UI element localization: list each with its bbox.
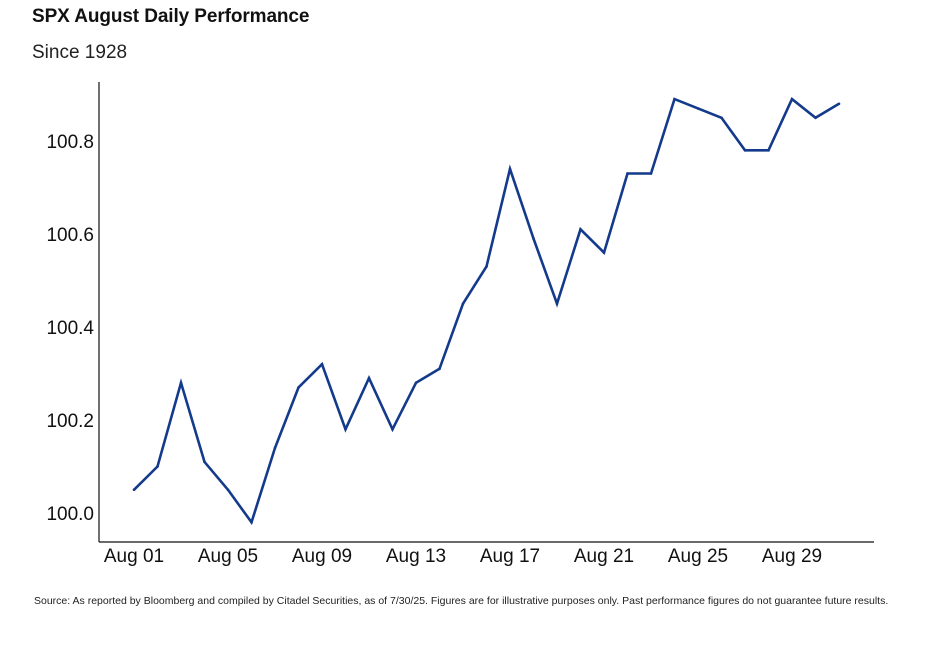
data-point [579, 228, 582, 231]
data-point [461, 302, 465, 306]
x-axis-ticks: Aug 01 Aug 05 Aug 09 Aug 13 Aug 17 Aug 21 Aug … [104, 546, 822, 567]
data-point [673, 97, 676, 101]
data-point [532, 237, 535, 240]
data-point [414, 381, 418, 385]
x-tick-label: Aug 05 [198, 546, 258, 567]
data-point [320, 362, 324, 366]
series-points [132, 97, 841, 524]
y-tick-label: 100.4 [46, 318, 94, 339]
data-point [837, 102, 841, 106]
x-tick-label: Aug 17 [480, 546, 540, 567]
data-point [485, 265, 488, 268]
x-tick-label: Aug 09 [292, 546, 352, 567]
data-point [297, 386, 300, 389]
data-point [179, 381, 183, 385]
data-point [649, 172, 653, 175]
data-point [156, 465, 159, 468]
y-tick-label: 100.2 [46, 411, 94, 432]
data-point [273, 446, 277, 450]
data-point [743, 149, 747, 152]
data-point [367, 376, 371, 380]
y-tick-label: 100.0 [46, 504, 94, 525]
data-point [438, 367, 441, 371]
data-point [508, 167, 512, 171]
data-point [226, 488, 230, 492]
data-point [790, 97, 794, 101]
x-tick-label: Aug 25 [668, 546, 728, 567]
data-point [602, 251, 606, 254]
x-tick-label: Aug 29 [762, 546, 822, 567]
x-tick-label: Aug 01 [104, 546, 164, 567]
data-point [250, 521, 253, 524]
data-point [344, 428, 347, 431]
y-axis-ticks: 100.0 100.2 100.4 100.6 100.8 [46, 132, 94, 525]
x-tick-label: Aug 13 [386, 546, 446, 567]
data-point [132, 488, 136, 492]
data-point [555, 302, 559, 306]
data-point [814, 116, 817, 120]
data-point [626, 172, 629, 175]
data-point [391, 428, 394, 431]
data-point [696, 107, 700, 110]
data-point [767, 149, 770, 152]
y-tick-label: 100.6 [46, 225, 94, 246]
series-line [133, 97, 840, 526]
chart-subtitle: Since 1928 [32, 42, 128, 63]
chart-title: SPX August Daily Performance [32, 6, 310, 27]
y-tick-label: 100.8 [46, 132, 94, 153]
data-point [720, 116, 723, 120]
source-note: Source: As reported by Bloomberg and com… [34, 595, 889, 607]
data-point [203, 460, 206, 464]
x-tick-label: Aug 21 [574, 546, 634, 567]
